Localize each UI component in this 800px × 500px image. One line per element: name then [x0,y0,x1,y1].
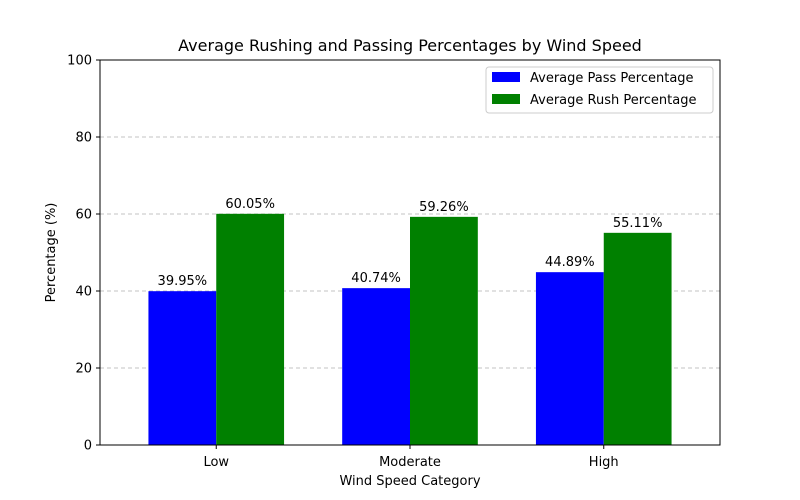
bar-value-label: 39.95% [158,274,208,289]
x-axis-label: Wind Speed Category [339,474,480,489]
y-tick-label: 0 [84,439,92,454]
y-tick-label: 60 [75,208,92,223]
legend: Average Pass Percentage Average Rush Per… [485,66,714,114]
x-axis-ticks: Low Moderate High [203,445,619,470]
legend-label-rush: Average Rush Percentage [530,93,696,108]
y-tick-label: 20 [75,362,92,377]
x-tick-label: High [589,455,619,470]
bar-value-label: 44.89% [545,255,595,270]
y-tick-label: 80 [75,131,92,146]
x-tick-label: Moderate [379,455,441,470]
data-labels: 39.95% 40.74% 44.89% 60.05% 59.26% 55.11% [158,197,663,289]
chart-title: Average Rushing and Passing Percentages … [178,36,642,55]
y-tick-label: 40 [75,285,92,300]
bar-value-label: 40.74% [351,271,401,286]
bar [342,288,410,445]
bar [603,232,672,445]
legend-label-pass: Average Pass Percentage [530,71,694,86]
bar [216,213,285,445]
bar [148,291,217,445]
y-axis-label: Percentage (%) [44,203,59,303]
y-axis-ticks: 0 20 40 60 80 100 [67,54,100,454]
y-tick-label: 100 [67,54,92,69]
bar [535,272,604,445]
legend-swatch-pass [492,72,520,82]
bar-value-label: 59.26% [419,200,469,215]
bar-value-label: 60.05% [225,197,275,212]
legend-swatch-rush [492,94,520,104]
bars [148,213,672,445]
bar [410,216,478,445]
bar-value-label: 55.11% [613,216,663,231]
x-tick-label: Low [203,455,229,470]
legend-frame [485,66,714,114]
